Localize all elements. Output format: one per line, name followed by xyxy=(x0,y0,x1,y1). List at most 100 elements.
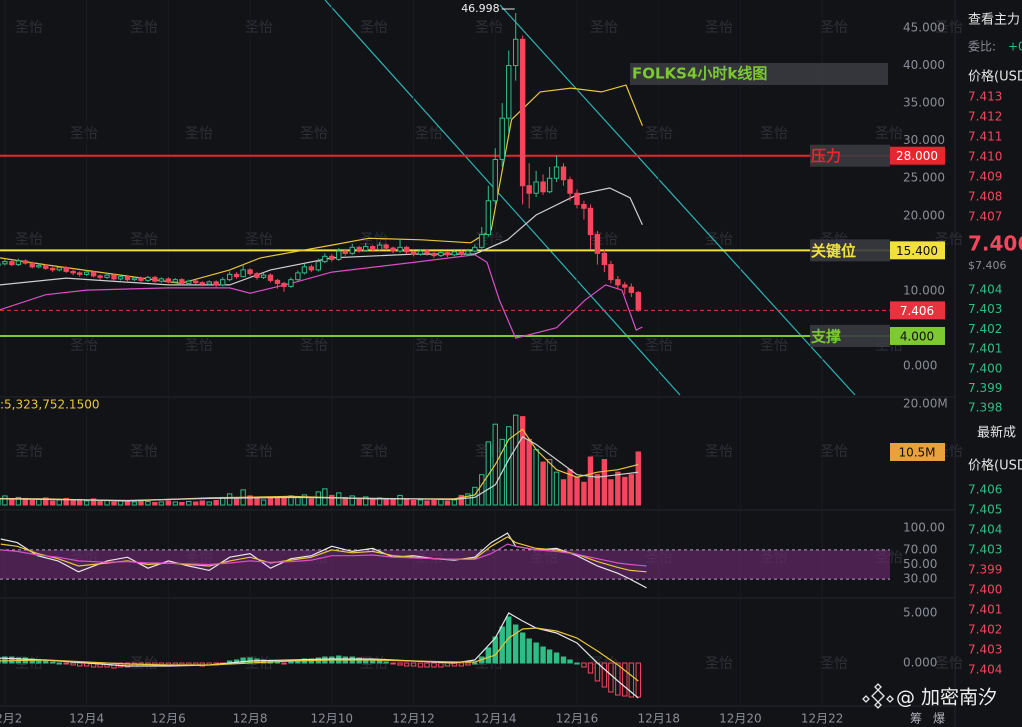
trend-line xyxy=(324,0,681,396)
candle-body xyxy=(186,280,192,284)
watermark: 圣怡 xyxy=(130,20,158,36)
candle-body xyxy=(492,158,498,202)
y-tick-label: 0.000 xyxy=(903,359,937,373)
candle-body xyxy=(29,262,35,268)
candle-body xyxy=(444,252,451,256)
volume-bar xyxy=(172,501,179,506)
candle-body xyxy=(424,250,430,254)
x-tick-label: 12月14 xyxy=(474,712,517,726)
macd-bar xyxy=(499,626,505,664)
candle-body xyxy=(431,252,437,257)
candle-body xyxy=(567,179,573,194)
y-tick-label: 20.000 xyxy=(903,208,945,222)
tab[interactable]: 爆 xyxy=(933,712,945,726)
volume-bar xyxy=(587,456,594,506)
candle-body xyxy=(56,267,62,271)
watermark: 圣怡 xyxy=(70,338,98,354)
candle-body xyxy=(315,261,322,271)
watermark: 圣怡 xyxy=(935,20,963,36)
trade-price: 7.403 xyxy=(968,543,1002,557)
candle-body xyxy=(356,246,362,251)
macd-bar xyxy=(288,661,294,664)
candle-body xyxy=(540,181,546,193)
volume-bar xyxy=(97,500,103,506)
volume-bar xyxy=(390,499,396,506)
tab[interactable]: 筹 xyxy=(910,712,922,726)
candle-body xyxy=(22,260,29,264)
macd-bar xyxy=(512,624,519,664)
last-price-usd: $7.406 xyxy=(968,259,1007,272)
candle-body xyxy=(213,281,219,286)
x-tick-label: 12月4 xyxy=(69,712,104,726)
candle-body xyxy=(97,275,103,278)
bid-price: 7.403 xyxy=(968,302,1002,316)
volume-bar xyxy=(512,414,519,506)
volume-bar xyxy=(158,501,165,506)
watermark: 圣怡 xyxy=(590,20,618,36)
macd-bar xyxy=(43,660,49,664)
trend-line xyxy=(499,4,856,396)
y-tick-label: 100.00 xyxy=(903,520,945,534)
macd-bar xyxy=(472,662,478,665)
volume-bar xyxy=(165,500,172,506)
volume-bar xyxy=(526,438,532,506)
volume-bar xyxy=(43,497,49,506)
peak-label: 46.998 xyxy=(461,2,500,15)
watermark: 圣怡 xyxy=(245,232,273,248)
candle-body xyxy=(9,261,15,266)
candle-body xyxy=(560,166,567,181)
candle-body xyxy=(152,276,158,282)
y-tick-label: 30.00 xyxy=(903,572,937,586)
x-tick-label: 12月8 xyxy=(233,712,268,726)
watermark: 圣怡 xyxy=(820,656,848,672)
level-box xyxy=(890,326,945,345)
candle-body xyxy=(254,273,260,278)
y-tick-label: 0.000 xyxy=(903,656,937,670)
ask-price: 7.408 xyxy=(968,190,1002,204)
macd-bar xyxy=(560,656,567,664)
volume-last-box xyxy=(890,442,945,461)
volume-bar xyxy=(342,496,348,506)
x-tick-label: 12月2 xyxy=(0,712,22,726)
candle-body xyxy=(199,282,205,285)
candle-body xyxy=(36,264,42,268)
candle-body xyxy=(2,261,8,265)
macd-bar xyxy=(63,662,69,665)
candle-body xyxy=(260,274,267,278)
candle-body xyxy=(438,252,444,257)
candle-body xyxy=(226,273,233,281)
macd-bar xyxy=(601,662,608,688)
chart-title: FOLKS4小时k线图 xyxy=(632,65,767,83)
volume-bar xyxy=(206,501,212,506)
macd-bar xyxy=(546,649,553,664)
watermark: 圣怡 xyxy=(360,444,388,460)
volume-bar xyxy=(465,493,471,506)
watermark: 圣怡 xyxy=(530,126,558,142)
candle-body xyxy=(383,244,389,249)
candle-body xyxy=(581,204,587,209)
x-tick-label: 12月6 xyxy=(151,712,186,726)
watermark: 圣怡 xyxy=(705,656,733,672)
watermark: 圣怡 xyxy=(590,444,618,460)
watermark: 圣怡 xyxy=(820,20,848,36)
macd-bar xyxy=(519,632,526,664)
volume-bar xyxy=(124,500,131,506)
indicator-line xyxy=(0,84,643,285)
candle-body xyxy=(267,274,274,281)
macd-bar xyxy=(397,662,403,666)
watermark: 圣怡 xyxy=(760,338,788,354)
trade-price: 7.404 xyxy=(968,663,1002,677)
candle-body xyxy=(76,272,83,275)
volume-bar xyxy=(131,501,138,506)
bid-price: 7.401 xyxy=(968,342,1002,356)
trade-price: 7.406 xyxy=(968,483,1002,497)
trade-price: 7.405 xyxy=(968,503,1002,517)
volume-bar xyxy=(383,498,389,506)
volume-bar xyxy=(431,499,437,506)
volume-bar xyxy=(560,479,567,506)
level-tag: 关键位 xyxy=(811,242,856,260)
indicator-line xyxy=(0,435,639,502)
macd-bar xyxy=(2,656,8,664)
indicator-line xyxy=(0,627,639,682)
